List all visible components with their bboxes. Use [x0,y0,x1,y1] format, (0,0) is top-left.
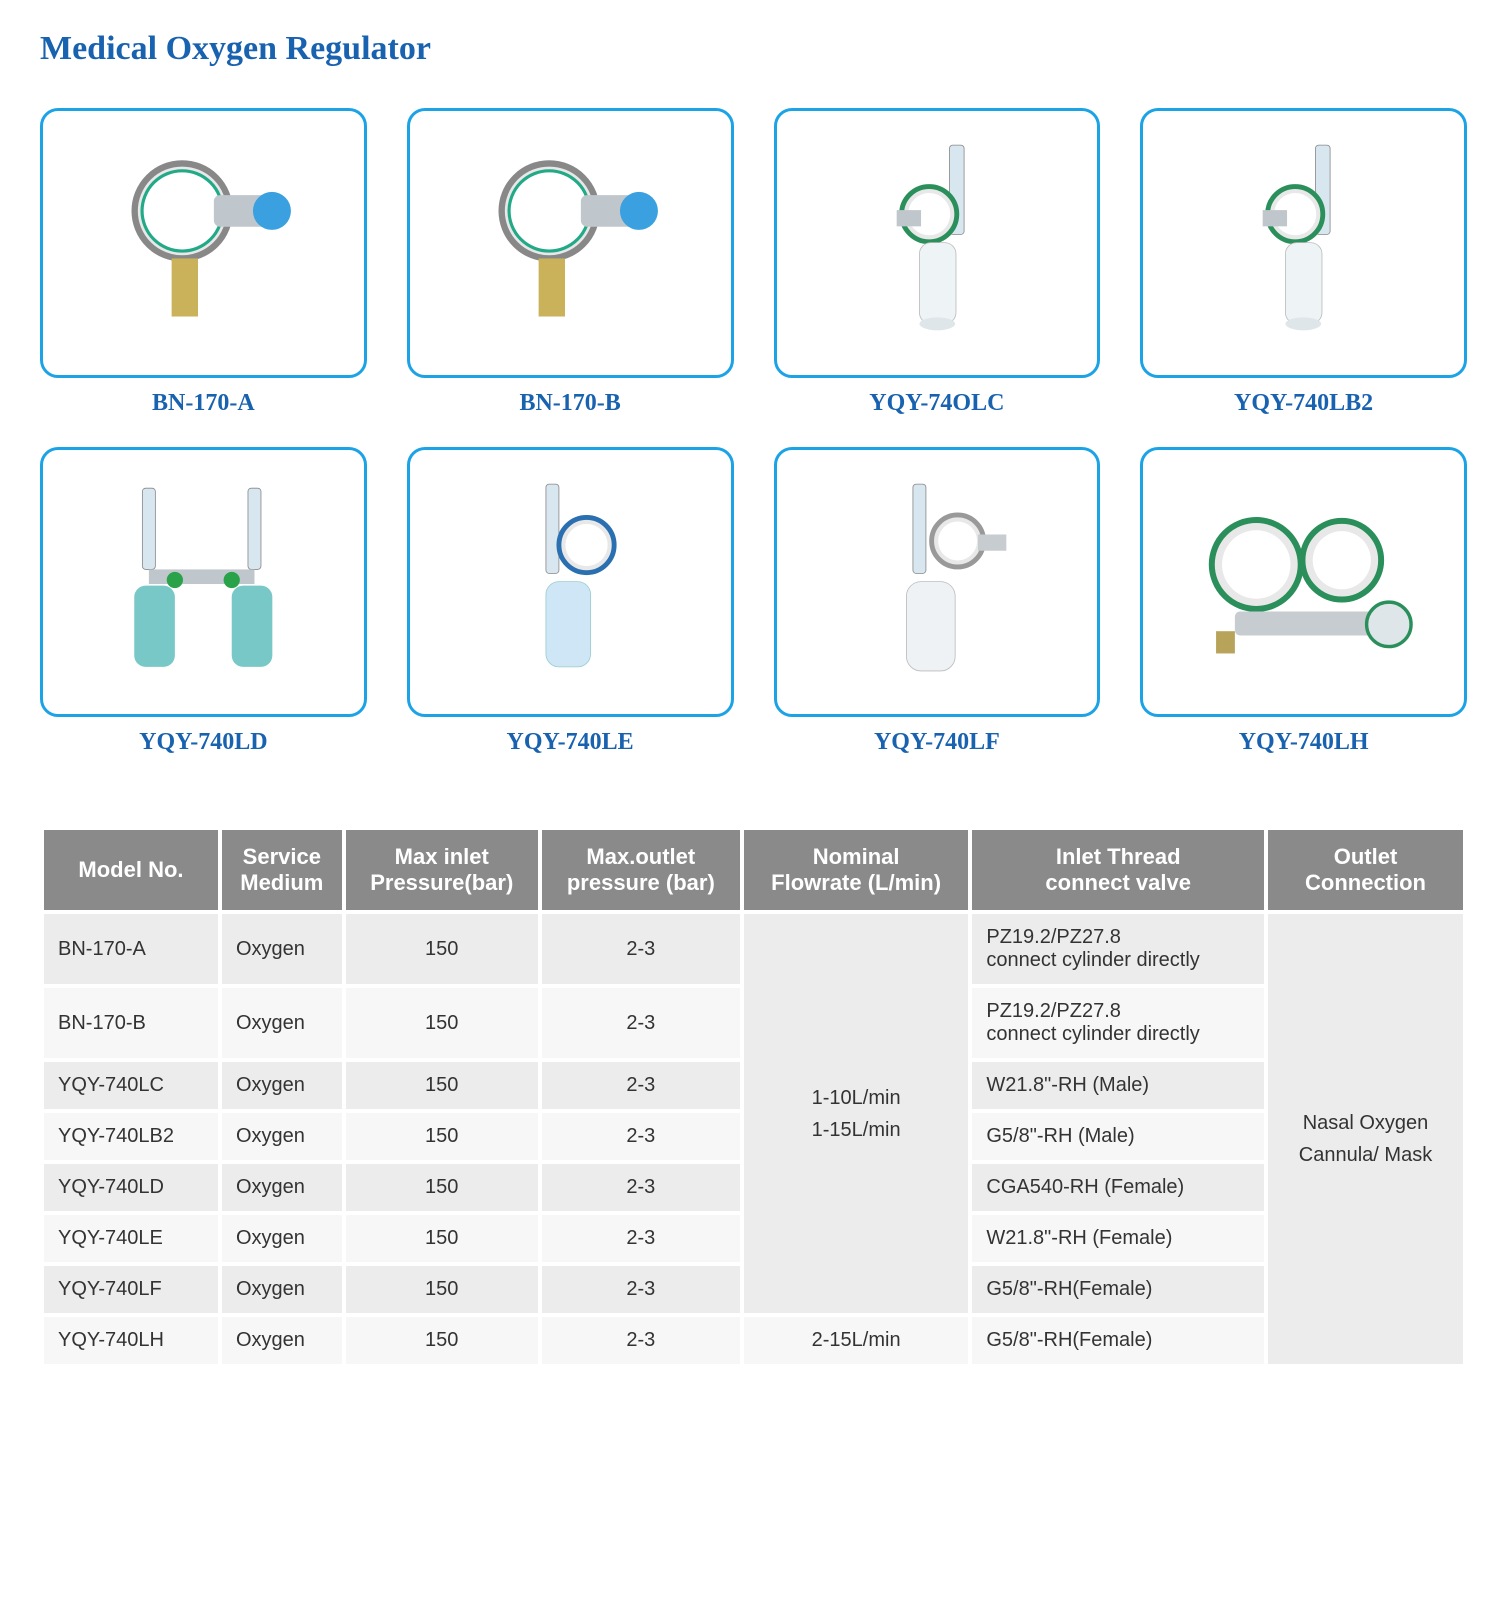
spec-table: Model No.ServiceMediumMax inlet Pressure… [40,826,1467,1368]
cell-inlet-thread: G5/8"-RH(Female) [972,1266,1264,1313]
product-image [40,447,367,717]
table-header-cell: Nominal Flowrate (L/min) [744,830,969,910]
product-image [1140,108,1467,378]
product-label: YQY-74OLC [869,390,1004,417]
product-image [40,108,367,378]
cell-max-inlet: 150 [346,1113,538,1160]
product-label: YQY-740LB2 [1234,390,1373,417]
table-header-cell: Max inlet Pressure(bar) [346,830,538,910]
cell-inlet-thread: G5/8"-RH (Male) [972,1113,1264,1160]
product-card[interactable]: YQY-74OLC [774,108,1101,417]
cell-max-inlet: 150 [346,1317,538,1364]
cell-inlet-thread: PZ19.2/PZ27.8connect cylinder directly [972,914,1264,984]
cell-inlet-thread: CGA540-RH (Female) [972,1164,1264,1211]
cell-max-inlet: 150 [346,1062,538,1109]
table-header-cell: Inlet Threadconnect valve [972,830,1264,910]
product-image [774,108,1101,378]
cell-medium: Oxygen [222,1317,342,1364]
cell-model: YQY-740LC [44,1062,218,1109]
product-card[interactable]: YQY-740LD [40,447,367,756]
cell-flowrate: 2-15L/min [744,1317,969,1364]
page-title: Medical Oxygen Regulator [40,30,1467,68]
table-header-cell: Max.outlet pressure (bar) [542,830,740,910]
cell-medium: Oxygen [222,1215,342,1262]
product-image [1140,447,1467,717]
cell-max-outlet: 2-3 [542,1317,740,1364]
product-grid: BN-170-A BN-170-B YQY-74OLC Y [40,108,1467,756]
cell-medium: Oxygen [222,1164,342,1211]
cell-model: YQY-740LE [44,1215,218,1262]
cell-max-outlet: 2-3 [542,1062,740,1109]
cell-medium: Oxygen [222,1266,342,1313]
cell-model: YQY-740LF [44,1266,218,1313]
cell-max-outlet: 2-3 [542,914,740,984]
cell-model: BN-170-A [44,914,218,984]
table-header-row: Model No.ServiceMediumMax inlet Pressure… [44,830,1463,910]
cell-inlet-thread: G5/8"-RH(Female) [972,1317,1264,1364]
product-card[interactable]: YQY-740LF [774,447,1101,756]
cell-max-outlet: 2-3 [542,988,740,1058]
cell-max-outlet: 2-3 [542,1164,740,1211]
product-label: YQY-740LD [139,729,267,756]
cell-flowrate-merged: 1-10L/min1-15L/min [744,914,969,1313]
product-label: BN-170-A [152,390,255,417]
product-label: BN-170-B [519,390,620,417]
cell-max-inlet: 150 [346,1215,538,1262]
product-card[interactable]: YQY-740LH [1140,447,1467,756]
cell-max-outlet: 2-3 [542,1113,740,1160]
product-image [407,447,734,717]
table-header-cell: Model No. [44,830,218,910]
cell-max-inlet: 150 [346,1164,538,1211]
cell-medium: Oxygen [222,1062,342,1109]
product-card[interactable]: BN-170-B [407,108,734,417]
cell-model: YQY-740LD [44,1164,218,1211]
product-label: YQY-740LF [874,729,1000,756]
cell-max-inlet: 150 [346,1266,538,1313]
cell-inlet-thread: W21.8"-RH (Female) [972,1215,1264,1262]
product-label: YQY-740LH [1239,729,1369,756]
product-image [407,108,734,378]
cell-inlet-thread: W21.8"-RH (Male) [972,1062,1264,1109]
table-header-cell: ServiceMedium [222,830,342,910]
product-image [774,447,1101,717]
cell-inlet-thread: PZ19.2/PZ27.8connect cylinder directly [972,988,1264,1058]
product-card[interactable]: BN-170-A [40,108,367,417]
cell-outlet-merged: Nasal Oxygen Cannula/ Mask [1268,914,1463,1364]
cell-medium: Oxygen [222,988,342,1058]
cell-max-inlet: 150 [346,914,538,984]
cell-model: BN-170-B [44,988,218,1058]
cell-max-inlet: 150 [346,988,538,1058]
product-card[interactable]: YQY-740LB2 [1140,108,1467,417]
cell-medium: Oxygen [222,914,342,984]
cell-model: YQY-740LH [44,1317,218,1364]
table-row: YQY-740LHOxygen1502-32-15L/minG5/8"-RH(F… [44,1317,1463,1364]
table-row: BN-170-AOxygen1502-31-10L/min1-15L/minPZ… [44,914,1463,984]
table-header-cell: OutletConnection [1268,830,1463,910]
cell-medium: Oxygen [222,1113,342,1160]
cell-max-outlet: 2-3 [542,1215,740,1262]
cell-max-outlet: 2-3 [542,1266,740,1313]
product-label: YQY-740LE [507,729,634,756]
cell-model: YQY-740LB2 [44,1113,218,1160]
product-card[interactable]: YQY-740LE [407,447,734,756]
